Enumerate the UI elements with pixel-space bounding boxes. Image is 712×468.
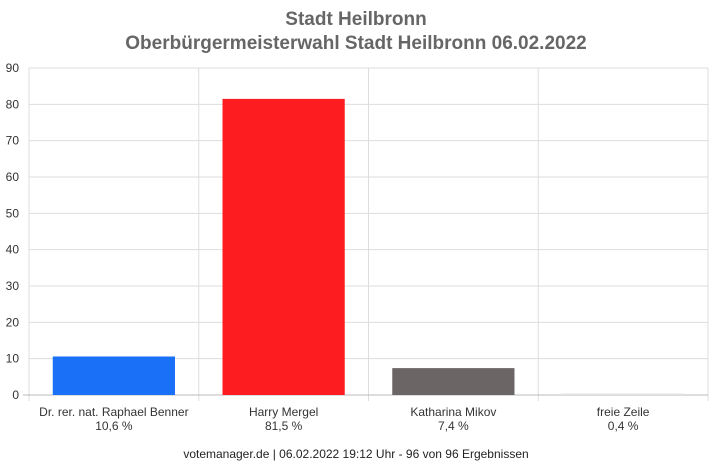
y-tick-label: 90	[6, 61, 20, 75]
y-tick-label: 80	[6, 97, 20, 111]
data-label: 0,4 %	[608, 419, 639, 433]
chart-subtitle: Oberbürgermeisterwahl Stadt Heilbronn 06…	[125, 33, 587, 54]
y-tick-label: 30	[6, 279, 20, 293]
y-tick-label: 70	[6, 134, 20, 148]
chart-title: Stadt Heilbronn	[285, 9, 427, 30]
data-label: 81,5 %	[265, 419, 303, 433]
bar	[562, 393, 685, 395]
bar	[52, 356, 175, 395]
chart-footer: votemanager.de | 06.02.2022 19:12 Uhr - …	[183, 447, 529, 461]
y-tick-label: 60	[6, 170, 20, 184]
bar	[222, 98, 345, 395]
bar	[392, 368, 515, 395]
x-tick-label: Katharina Mikov	[410, 405, 496, 419]
y-tick-label: 50	[6, 206, 20, 220]
y-tick-label: 20	[6, 315, 20, 329]
x-tick-label: freie Zeile	[597, 405, 650, 419]
data-label: 10,6 %	[95, 419, 133, 433]
y-tick-label: 40	[6, 243, 20, 257]
data-label: 7,4 %	[438, 419, 469, 433]
y-tick-label: 10	[6, 352, 20, 366]
x-tick-label: Harry Mergel	[249, 405, 318, 419]
y-tick-label: 0	[12, 388, 19, 402]
x-tick-label: Dr. rer. nat. Raphael Benner	[39, 405, 188, 419]
